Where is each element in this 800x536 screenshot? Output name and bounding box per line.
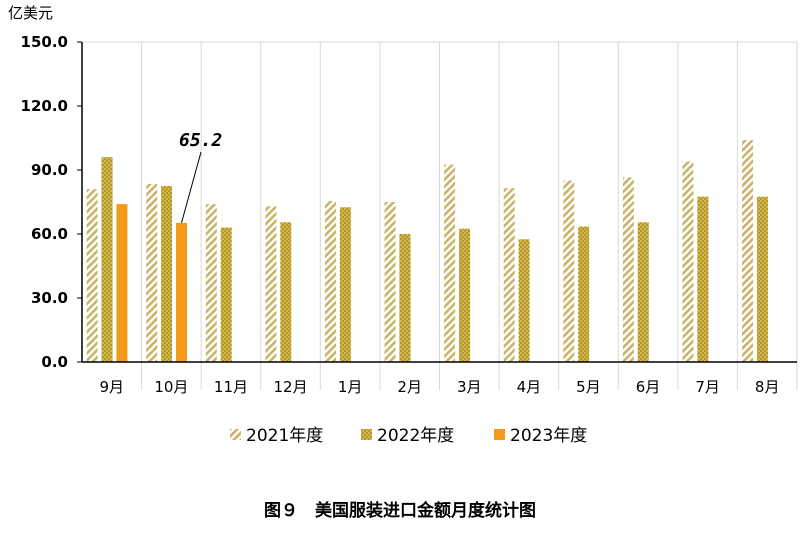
y-tick-label: 90.0 (31, 161, 68, 179)
y-tick-label: 30.0 (31, 289, 68, 307)
x-tick-label: 7月 (695, 378, 720, 396)
bar (503, 188, 515, 362)
x-tick-label: 8月 (755, 378, 780, 396)
annotation-leader (181, 151, 202, 224)
annotation-label: 65.2 (179, 130, 222, 151)
x-tick-label: 5月 (576, 378, 601, 396)
legend-label: 2023年度 (510, 426, 587, 446)
bar (682, 161, 694, 362)
bar (220, 227, 232, 362)
bar (756, 196, 768, 362)
x-tick-label: 9月 (100, 378, 125, 396)
bar (697, 196, 709, 362)
x-tick-label: 3月 (457, 378, 482, 396)
bar (742, 140, 754, 362)
x-tick-label: 1月 (338, 378, 363, 396)
legend-label: 2021年度 (246, 426, 323, 446)
y-tick-label: 60.0 (31, 225, 68, 243)
bars (86, 140, 768, 362)
x-tick-label: 2月 (397, 378, 422, 396)
legend: 2021年度 2022年度 2023年度 (230, 426, 587, 446)
bar (176, 222, 188, 362)
bar (101, 157, 113, 362)
legend-label: 2022年度 (377, 426, 454, 446)
annotation: 65.2 (179, 130, 222, 224)
y-tick-label: 150.0 (21, 33, 68, 51)
bar (339, 207, 351, 362)
bar (578, 226, 590, 362)
x-tick-label: 4月 (517, 378, 542, 396)
bar (444, 164, 456, 362)
grid-lines (82, 41, 798, 390)
bar (399, 234, 411, 362)
y-tick-label: 0.0 (41, 353, 68, 371)
figure-caption: 图９ 美国服装进口金额月度统计图 (264, 500, 536, 521)
bar (116, 204, 128, 362)
legend-swatch (361, 429, 372, 440)
y-ticks: 0.0 30.0 60.0 90.0 120.0 150.0 (21, 33, 82, 371)
bar (280, 222, 292, 362)
bar (563, 180, 575, 362)
x-tick-label: 12月 (273, 378, 307, 396)
bar (384, 202, 396, 362)
y-tick-label: 120.0 (21, 97, 68, 115)
bar (265, 206, 277, 362)
x-ticks: 9月 10月 11月 12月 1月 2月 3月 4月 5月 6月 7月 8月 (100, 378, 780, 396)
legend-swatch (230, 429, 241, 440)
bar (86, 189, 98, 362)
bar (205, 204, 217, 362)
x-tick-label: 10月 (154, 378, 188, 396)
bar (161, 186, 173, 362)
x-tick-label: 11月 (214, 378, 248, 396)
legend-swatch (494, 429, 505, 440)
unit-label: 亿美元 (8, 4, 53, 22)
bar (518, 239, 530, 362)
bar (637, 222, 649, 362)
bar (146, 183, 158, 362)
bar (324, 200, 336, 362)
bar (459, 228, 471, 362)
x-tick-label: 6月 (636, 378, 661, 396)
bar (622, 177, 634, 362)
